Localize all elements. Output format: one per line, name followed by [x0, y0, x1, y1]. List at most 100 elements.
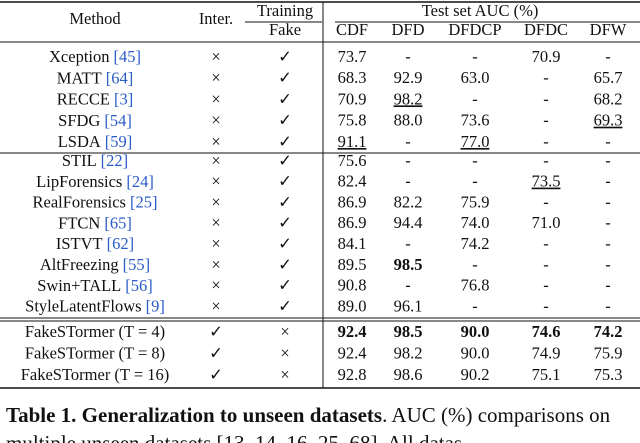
auc-cell: -	[543, 234, 549, 253]
auc-cell: 68.3	[338, 68, 367, 87]
citation: [55]	[123, 255, 151, 274]
citation: [3]	[114, 89, 133, 108]
fake-cell: ✓	[278, 192, 292, 211]
auc-cell: 75.1	[532, 365, 561, 384]
auc-cell: -	[543, 296, 549, 315]
method-name: RECCE	[57, 89, 110, 108]
method-name: FakeSTormer (T = 16)	[21, 365, 170, 384]
auc-cell: 70.9	[338, 89, 367, 108]
method-name: ISTVT	[56, 234, 103, 253]
inter-cell: ×	[211, 234, 220, 253]
auc-cell: 77.0	[461, 132, 490, 151]
auc-cell: -	[605, 47, 611, 66]
inter-cell: ×	[211, 151, 220, 170]
auc-cell: -	[543, 132, 549, 151]
auc-cell: -	[405, 172, 411, 191]
method-cell: RealForensics [25]	[33, 192, 158, 211]
auc-cell: 74.2	[461, 234, 490, 253]
inter-cell: ✓	[209, 365, 223, 384]
method-name: Swin+TALL	[37, 276, 121, 295]
method-name: MATT	[57, 68, 102, 87]
inter-cell: ×	[211, 296, 220, 315]
fake-cell: ✓	[278, 255, 292, 274]
auc-cell: 88.0	[394, 111, 423, 130]
citation: [22]	[101, 151, 129, 170]
method-name: FakeSTormer (T = 4)	[25, 322, 165, 341]
citation: [45]	[113, 47, 141, 66]
fake-cell: ✓	[278, 68, 292, 87]
auc-cell: -	[605, 296, 611, 315]
method-cell: SFDG [54]	[58, 111, 132, 130]
auc-cell: 84.1	[338, 234, 367, 253]
header-dataset: DFW	[590, 20, 627, 39]
auc-cell: 75.9	[461, 192, 490, 211]
citation: [64]	[106, 68, 134, 87]
auc-cell: 98.5	[394, 322, 423, 341]
method-name: LSDA	[58, 132, 101, 151]
auc-cell: -	[605, 234, 611, 253]
citation: [59]	[105, 132, 133, 151]
header-training: Training	[257, 1, 313, 20]
method-cell: Xception [45]	[49, 47, 141, 66]
header-dataset: DFD	[391, 20, 424, 39]
auc-cell: 68.2	[594, 89, 623, 108]
auc-cell: 75.6	[338, 151, 367, 170]
method-cell: STIL [22]	[62, 151, 128, 170]
method-cell: StyleLatentFlows [9]	[25, 296, 165, 315]
auc-cell: 89.5	[338, 255, 367, 274]
auc-cell: 86.9	[338, 192, 367, 211]
auc-cell: -	[405, 47, 411, 66]
inter-cell: ×	[211, 111, 220, 130]
fake-cell: ✓	[278, 111, 292, 130]
auc-cell: -	[605, 132, 611, 151]
auc-cell: 74.0	[461, 213, 490, 232]
header-test-set: Test set AUC (%)	[422, 1, 539, 20]
auc-cell: 98.6	[394, 365, 423, 384]
inter-cell: ×	[211, 276, 220, 295]
auc-cell: -	[605, 276, 611, 295]
auc-cell: -	[472, 89, 478, 108]
citation: [9]	[146, 296, 165, 315]
auc-cell: 90.0	[461, 322, 490, 341]
auc-cell: -	[605, 172, 611, 191]
inter-cell: ×	[211, 132, 220, 151]
header-inter: Inter.	[199, 9, 233, 28]
header-dataset: DFDC	[524, 20, 568, 39]
auc-cell: 76.8	[461, 276, 490, 295]
caption-title: Generalization to unseen datasets	[81, 403, 383, 427]
auc-cell: 73.6	[461, 111, 490, 130]
auc-cell: -	[405, 151, 411, 170]
auc-cell: 91.1	[338, 132, 367, 151]
auc-cell: 90.2	[461, 365, 490, 384]
auc-cell: -	[605, 213, 611, 232]
auc-cell: 74.2	[594, 322, 623, 341]
auc-cell: -	[405, 234, 411, 253]
method-cell: ISTVT [62]	[56, 234, 134, 253]
auc-cell: -	[543, 255, 549, 274]
method-name: RealForensics	[33, 192, 126, 211]
header-method: Method	[69, 9, 121, 28]
auc-cell: -	[605, 151, 611, 170]
auc-cell: 75.8	[338, 111, 367, 130]
inter-cell: ×	[211, 192, 220, 211]
auc-cell: 71.0	[532, 213, 561, 232]
auc-cell: 98.2	[394, 89, 423, 108]
auc-cell: 94.4	[394, 213, 423, 232]
method-cell: LSDA [59]	[58, 132, 133, 151]
auc-cell: 98.2	[394, 343, 423, 362]
method-name: FakeSTormer (T = 8)	[25, 343, 165, 362]
auc-cell: 86.9	[338, 213, 367, 232]
auc-cell: 75.3	[594, 365, 623, 384]
auc-cell: 73.5	[532, 172, 561, 191]
auc-cell: -	[605, 192, 611, 211]
method-cell: Swin+TALL [56]	[37, 276, 153, 295]
auc-cell: 96.1	[394, 296, 423, 315]
auc-cell: 63.0	[461, 68, 490, 87]
fake-cell: ×	[280, 365, 289, 384]
auc-cell: -	[543, 68, 549, 87]
auc-cell: -	[472, 255, 478, 274]
auc-cell: -	[405, 132, 411, 151]
inter-cell: ×	[211, 47, 220, 66]
method-name: STIL	[62, 151, 97, 170]
